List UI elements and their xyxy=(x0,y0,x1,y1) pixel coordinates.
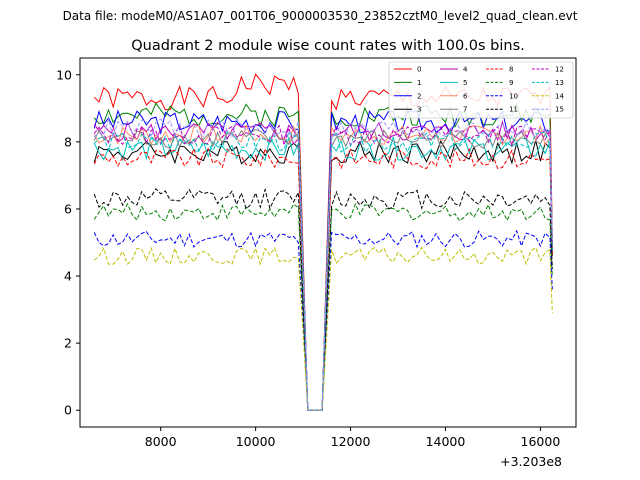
x-tick-label: 8000 xyxy=(145,434,177,449)
legend-label-8: 8 xyxy=(509,66,513,74)
series-line-14 xyxy=(93,246,553,411)
x-offset-label: +3.203e8 xyxy=(500,454,562,469)
legend-label-1: 1 xyxy=(417,79,421,87)
y-tick-label: 6 xyxy=(64,201,72,216)
plot-lines xyxy=(93,73,553,411)
legend-label-6: 6 xyxy=(463,92,468,100)
y-tick-label: 10 xyxy=(56,67,72,82)
figure-suptitle: Data file: modeM0/AS1A07_001T06_90000035… xyxy=(63,9,578,23)
y-axis: 0 2 4 6 8 10 xyxy=(56,67,80,418)
legend-box xyxy=(388,61,574,119)
x-tick-label: 14000 xyxy=(426,434,466,449)
y-tick-label: 0 xyxy=(64,403,72,418)
legend-label-14: 14 xyxy=(555,92,564,100)
legend-label-2: 2 xyxy=(417,92,421,100)
series-line-8 xyxy=(93,147,553,411)
x-axis: 8000 10000 12000 14000 16000 xyxy=(145,427,561,449)
legend-label-13: 13 xyxy=(555,79,564,87)
x-tick-label: 12000 xyxy=(331,434,371,449)
y-tick-label: 4 xyxy=(64,269,72,284)
legend-label-4: 4 xyxy=(463,66,468,74)
legend-label-10: 10 xyxy=(509,92,518,100)
series-line-13 xyxy=(93,130,553,411)
x-tick-label: 16000 xyxy=(521,434,561,449)
legend-label-11: 11 xyxy=(509,106,518,114)
series-line-11 xyxy=(93,187,553,411)
legend-label-9: 9 xyxy=(509,79,513,87)
legend-label-15: 15 xyxy=(555,106,564,114)
y-tick-label: 8 xyxy=(64,134,72,149)
series-line-10 xyxy=(93,229,553,411)
legend-label-0: 0 xyxy=(417,66,421,74)
y-tick-label: 2 xyxy=(64,336,72,351)
series-line-15 xyxy=(93,117,553,411)
legend-label-3: 3 xyxy=(417,106,421,114)
legend-label-12: 12 xyxy=(555,66,564,74)
legend-label-7: 7 xyxy=(463,106,467,114)
chart-title: Quadrant 2 module wise count rates with … xyxy=(131,38,525,54)
legend-label-5: 5 xyxy=(463,79,467,87)
x-tick-label: 10000 xyxy=(236,434,276,449)
axes-frame xyxy=(79,57,577,428)
